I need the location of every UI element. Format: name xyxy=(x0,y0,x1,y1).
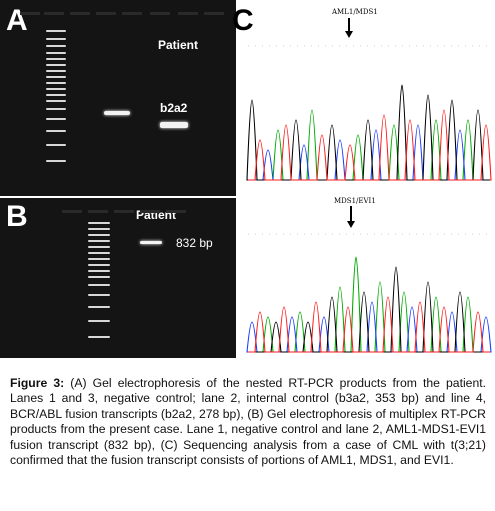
gel-well xyxy=(204,12,224,15)
ladder-band xyxy=(46,100,66,102)
panel-label-c: C xyxy=(232,4,254,37)
ladder-band xyxy=(46,38,66,40)
gel-well xyxy=(114,210,134,213)
figure-caption-text: (A) Gel electrophoresis of the nested RT… xyxy=(10,376,486,468)
gel-well xyxy=(20,12,40,15)
ladder-band xyxy=(46,76,66,78)
gel-well xyxy=(166,210,186,213)
gel-well xyxy=(88,210,108,213)
ladder-band xyxy=(88,222,110,224)
ladder-band xyxy=(46,70,66,72)
ladder-band xyxy=(88,336,110,338)
ladder-band xyxy=(88,320,110,322)
ladder-band xyxy=(88,294,110,296)
gel-well xyxy=(96,12,116,15)
ladder-band xyxy=(46,144,66,146)
figure-caption-label: Figure 3: xyxy=(10,376,65,390)
gel-well xyxy=(62,210,82,213)
ladder-band xyxy=(88,252,110,254)
band-label-b2a2: b2a2 xyxy=(160,101,188,115)
ladder-band xyxy=(88,258,110,260)
sequencing-panel: C AML1/MDS1 MDS1/EVI1 xyxy=(232,0,495,360)
ladder-band xyxy=(46,94,66,96)
ladder-band xyxy=(88,240,110,242)
ladder-band xyxy=(46,52,66,54)
ladder-band xyxy=(88,246,110,248)
ladder-band xyxy=(88,270,110,272)
ladder-band xyxy=(46,160,66,162)
gel-image-a: A Patient b2a2 xyxy=(0,0,236,196)
band-internal-control xyxy=(104,111,130,115)
ladder-band xyxy=(46,118,66,120)
junction-arrow-bottom-shaft xyxy=(350,206,352,222)
ladder-band xyxy=(46,108,66,110)
trace-a xyxy=(248,109,490,181)
trace-t xyxy=(248,109,492,181)
junction-arrow-top-shaft xyxy=(348,18,350,32)
gel-well xyxy=(140,210,160,213)
junction-arrow-bottom-icon xyxy=(347,221,355,228)
ladder-band xyxy=(46,58,66,60)
gel-well xyxy=(122,12,142,15)
gel-well xyxy=(70,12,90,15)
trace-t xyxy=(248,296,490,353)
gel-image-b: B Patient 832 bp xyxy=(0,198,236,358)
ladder-band xyxy=(88,284,110,286)
ladder-band xyxy=(46,88,66,90)
trace-a xyxy=(248,256,490,353)
ladder-band xyxy=(88,276,110,278)
ladder-band xyxy=(88,234,110,236)
ladder-band xyxy=(46,30,66,32)
chromatogram-top xyxy=(246,45,492,181)
ladder-band xyxy=(88,264,110,266)
junction-label-mds1-evi1: MDS1/EVI1 xyxy=(334,197,376,205)
band-832bp xyxy=(140,241,162,244)
junction-label-aml1-mds1: AML1/MDS1 xyxy=(332,8,378,16)
panel-label-a: A xyxy=(6,4,28,37)
trace-g xyxy=(246,84,490,181)
ladder-band xyxy=(88,228,110,230)
ladder-band xyxy=(46,130,66,132)
patient-label-a: Patient xyxy=(158,38,199,52)
ladder-band xyxy=(88,306,110,308)
trace-g xyxy=(248,266,490,353)
ladder-band xyxy=(46,45,66,47)
chromatogram-bottom xyxy=(246,233,492,353)
gel-well xyxy=(44,12,64,15)
band-label-832bp: 832 bp xyxy=(176,236,213,250)
panel-label-b: B xyxy=(6,200,28,233)
band-b2a2 xyxy=(160,122,188,128)
gel-well xyxy=(178,12,198,15)
ladder-band xyxy=(46,82,66,84)
figure-caption: Figure 3: (A) Gel electrophoresis of the… xyxy=(10,376,486,468)
gel-well xyxy=(150,12,170,15)
ladder-band xyxy=(46,64,66,66)
junction-arrow-top-icon xyxy=(345,31,353,38)
